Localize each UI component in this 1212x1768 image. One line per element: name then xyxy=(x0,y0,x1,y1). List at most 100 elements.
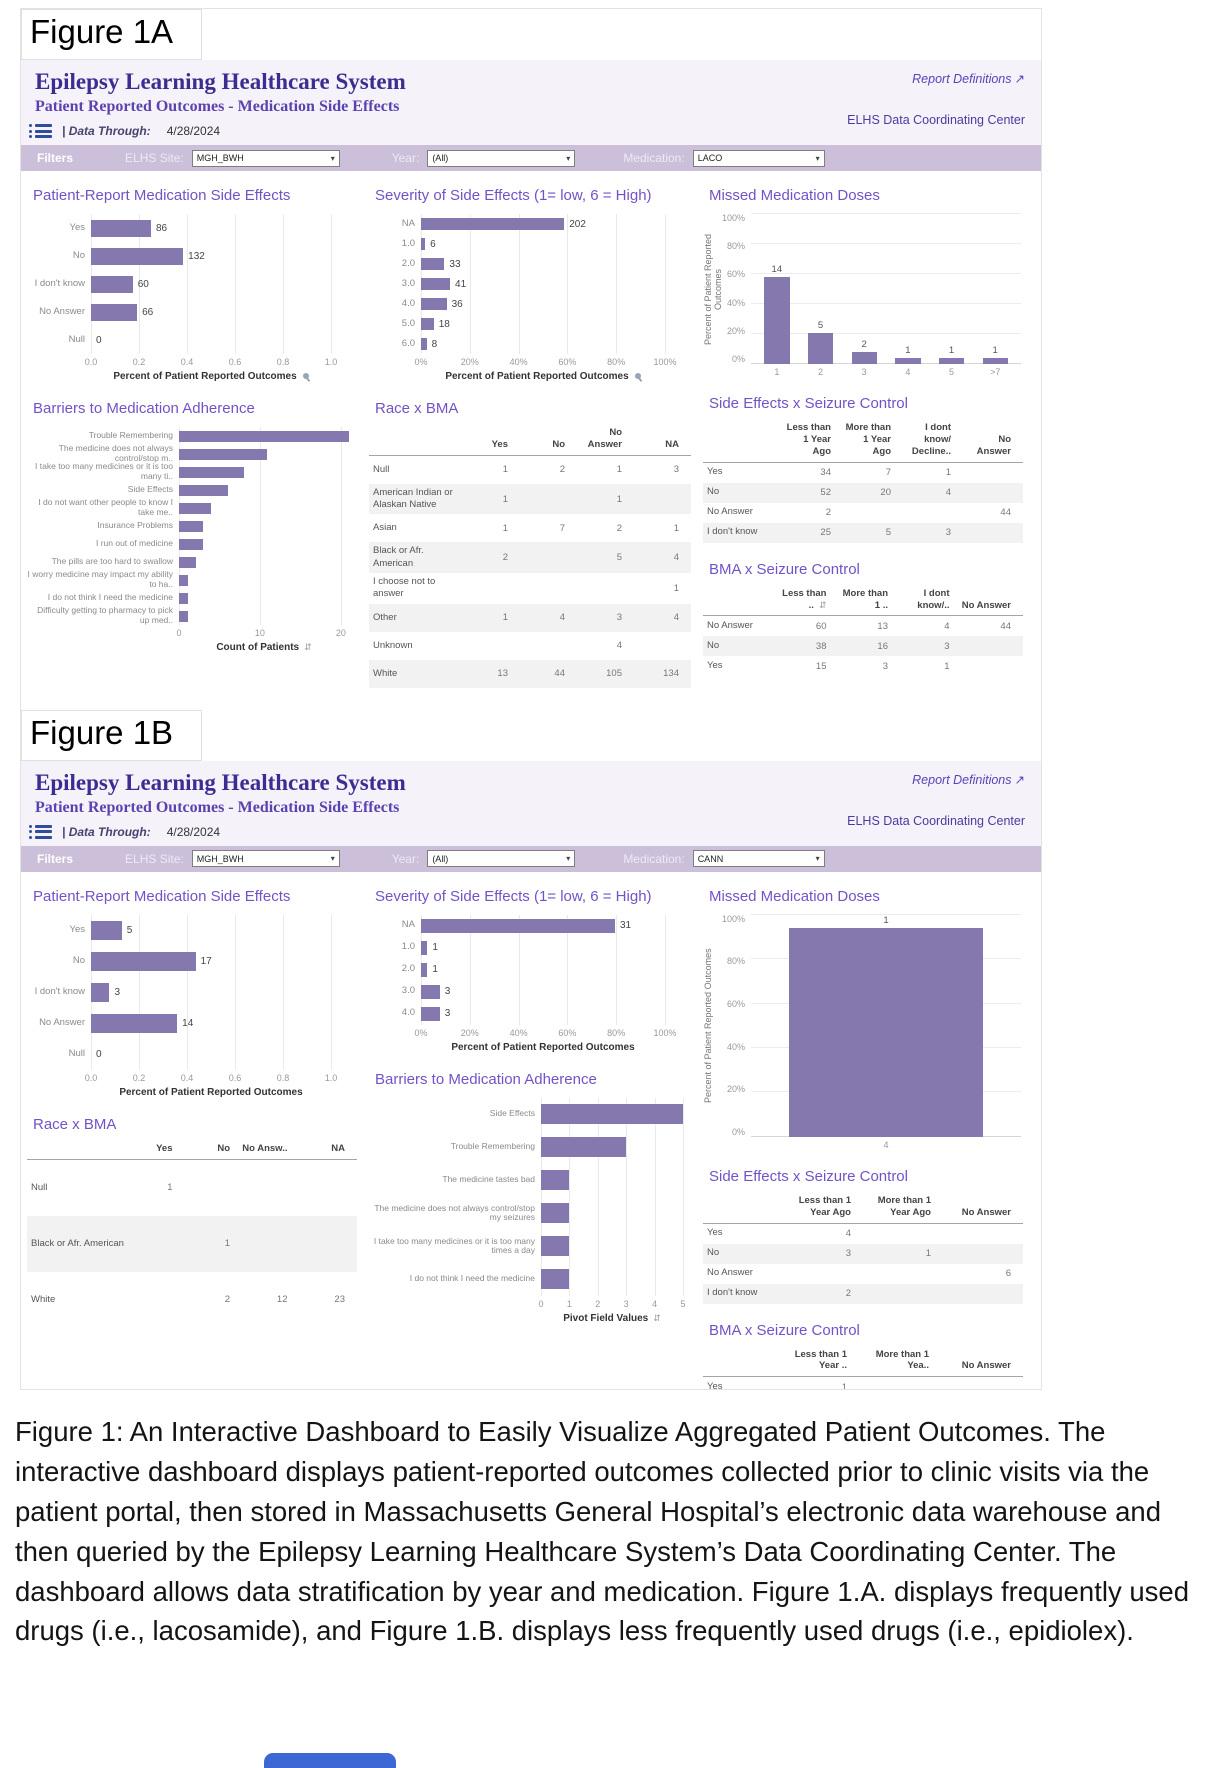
report-definitions-link[interactable]: Report Definitions ↗ xyxy=(912,71,1025,86)
chart-title: Patient-Report Medication Side Effects xyxy=(33,187,291,204)
site-select[interactable]: MGH_BWH ▾ xyxy=(191,149,340,167)
bar[interactable] xyxy=(982,357,1008,364)
bar[interactable] xyxy=(421,338,427,350)
pin-icon[interactable] xyxy=(302,373,309,379)
bar[interactable] xyxy=(421,918,615,933)
bar-row: 14 xyxy=(91,1008,331,1039)
bar[interactable] xyxy=(541,1203,570,1224)
bar[interactable] xyxy=(789,927,983,1137)
gridline xyxy=(235,214,236,354)
bar[interactable] xyxy=(764,276,790,364)
year-select[interactable]: (All) ▾ xyxy=(427,149,576,167)
bar[interactable] xyxy=(179,610,188,622)
x-axis: 0% 20% 40% 60% 80% 100% xyxy=(414,357,676,370)
bar[interactable] xyxy=(541,1170,570,1191)
bar[interactable] xyxy=(91,920,122,940)
bar-category-label: I take too many medicines or it is too m… xyxy=(35,461,173,481)
bar-value-label: 31 xyxy=(619,920,632,932)
axis-tick-label: 0.2 xyxy=(132,1072,146,1083)
axis-tick-label: 60% xyxy=(726,269,745,280)
bar[interactable] xyxy=(91,275,133,293)
bar[interactable] xyxy=(179,502,212,514)
bar[interactable] xyxy=(421,298,447,310)
gridline xyxy=(751,303,1021,304)
bar[interactable] xyxy=(421,258,445,270)
sort-icon[interactable]: ⇵ xyxy=(818,599,827,610)
bar[interactable] xyxy=(91,1013,178,1033)
bar-row xyxy=(541,1197,683,1230)
gridline xyxy=(654,1097,656,1296)
axis-tick-label: 0% xyxy=(414,357,428,367)
axis-category-label: 1 xyxy=(774,367,780,377)
axis-tick-label: 0.2 xyxy=(132,357,146,367)
axis-tick-label: 0% xyxy=(414,1027,428,1038)
report-definitions-link[interactable]: Report Definitions ↗ xyxy=(912,772,1025,787)
site-select-value: MGH_BWH xyxy=(196,153,244,163)
bar[interactable] xyxy=(938,357,965,364)
bar[interactable] xyxy=(541,1104,683,1125)
bar[interactable] xyxy=(179,574,188,586)
bar[interactable] xyxy=(421,218,565,230)
bar-category-label: Trouble Remembering xyxy=(450,1141,535,1152)
sort-icon[interactable]: ⇵ xyxy=(304,642,312,652)
bar[interactable] xyxy=(421,984,440,999)
x-axis-title-text: Percent of Patient Reported Outcomes xyxy=(119,1086,303,1098)
table-cell: 38 xyxy=(815,640,827,652)
bar[interactable] xyxy=(421,940,428,955)
bar-row xyxy=(179,589,349,607)
bar[interactable] xyxy=(421,318,434,330)
bar[interactable] xyxy=(421,1006,440,1021)
bar[interactable] xyxy=(179,520,203,532)
axis-tick-label: 20% xyxy=(726,1084,745,1095)
bar-value-label: 36 xyxy=(451,298,463,310)
bar-value-label: 2 xyxy=(861,338,867,350)
bar[interactable] xyxy=(179,556,196,568)
pin-icon[interactable] xyxy=(634,373,641,379)
bar[interactable] xyxy=(421,962,428,977)
column-header: I dont know/ Decline.. xyxy=(911,422,951,457)
filters-bar: Filters ELHS Site: MGH_BWH ▾ Year: (All) ▾… xyxy=(21,145,1041,171)
gridline xyxy=(567,914,569,1025)
row-header: Null xyxy=(373,463,390,475)
bar[interactable] xyxy=(179,592,188,604)
bar[interactable] xyxy=(179,484,229,496)
column-header: No xyxy=(217,1142,230,1154)
bar-row xyxy=(179,499,349,517)
bar[interactable] xyxy=(179,538,203,550)
bar[interactable] xyxy=(807,332,834,364)
bar[interactable] xyxy=(91,247,184,265)
sort-icon[interactable]: ⇵ xyxy=(653,1312,661,1323)
bar[interactable] xyxy=(179,448,268,460)
bar[interactable] xyxy=(91,219,151,237)
bar[interactable] xyxy=(421,238,426,250)
bar[interactable] xyxy=(541,1236,570,1257)
year-select[interactable]: (All) ▾ xyxy=(427,850,576,868)
axis-category-label: 3 xyxy=(861,367,867,377)
table-cell: 2 xyxy=(224,1294,230,1306)
table-row: Null 1 2 1 3 xyxy=(369,456,691,484)
bar-value-label: 3 xyxy=(444,986,451,998)
medication-select[interactable]: LACO ▾ xyxy=(692,149,825,167)
bar[interactable] xyxy=(421,278,451,290)
table-row: Black or Afr. American 1 xyxy=(27,1215,357,1272)
bar-row: 8 xyxy=(421,334,665,354)
gridline xyxy=(283,914,284,1070)
bar-value-label: 66 xyxy=(142,306,154,318)
dropdown-caret-icon: ▾ xyxy=(815,854,820,864)
bar[interactable] xyxy=(91,982,110,1002)
bar[interactable] xyxy=(91,303,138,321)
bar-category-label: 6.0 xyxy=(401,337,415,349)
row-header: No xyxy=(707,640,720,652)
bar[interactable] xyxy=(179,466,244,478)
bar[interactable] xyxy=(179,430,349,442)
bar[interactable] xyxy=(541,1137,627,1158)
bar[interactable] xyxy=(91,951,196,971)
bar-value-label: 18 xyxy=(438,318,450,330)
bar[interactable] xyxy=(851,351,877,364)
column-header: No Answer xyxy=(961,599,1011,611)
site-select[interactable]: MGH_BWH ▾ xyxy=(191,850,340,868)
bar[interactable] xyxy=(895,357,921,364)
bar[interactable] xyxy=(541,1269,570,1290)
medication-select[interactable]: CANN ▾ xyxy=(692,850,825,868)
gridline xyxy=(331,214,332,354)
